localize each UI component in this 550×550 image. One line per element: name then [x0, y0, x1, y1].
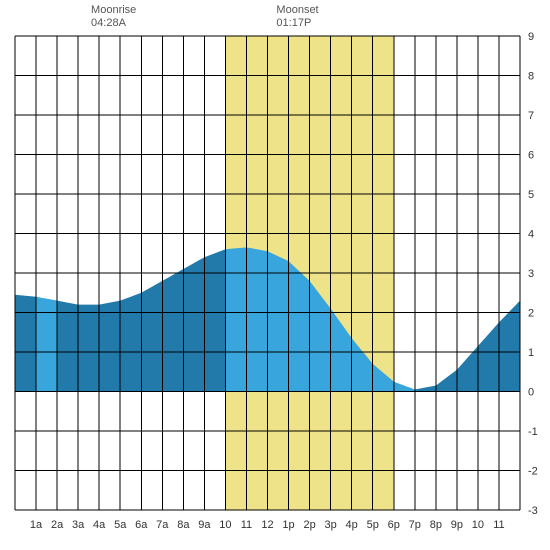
x-tick-label: 10 [219, 519, 231, 531]
x-tick-label: 4a [93, 519, 106, 531]
x-tick-label: 3a [72, 519, 85, 531]
x-tick-label: 4p [346, 519, 358, 531]
tide-chart: Moonrise 04:28A Moonset 01:17P -3-2-1012… [0, 0, 550, 550]
y-tick-label: 9 [528, 31, 534, 43]
x-tick-label: 9p [451, 519, 463, 531]
x-tick-label: 3p [325, 519, 337, 531]
moonset-caption: Moonset 01:17P [276, 4, 318, 30]
x-tick-label: 8p [430, 519, 442, 531]
y-tick-label: 8 [528, 71, 534, 83]
x-tick-label: 9a [198, 519, 211, 531]
y-tick-label: 4 [528, 229, 534, 241]
x-tick-label: 1p [282, 519, 294, 531]
x-tick-label: 5p [367, 519, 379, 531]
y-tick-label: -3 [528, 505, 538, 517]
x-tick-label: 2a [51, 519, 64, 531]
y-tick-label: 7 [528, 110, 534, 122]
x-tick-label: 5a [114, 519, 127, 531]
y-tick-label: 5 [528, 189, 534, 201]
x-tick-label: 11 [241, 519, 252, 531]
moonrise-caption: Moonrise 04:28A [91, 4, 136, 30]
x-tick-label: 7a [156, 519, 169, 531]
x-tick-label: 1a [30, 519, 43, 531]
y-tick-label: 0 [528, 387, 534, 399]
y-tick-label: 6 [528, 150, 534, 162]
x-tick-label: 10 [472, 519, 484, 531]
moonrise-time: 04:28A [91, 17, 136, 30]
chart-svg: -3-2-101234567891a2a3a4a5a6a7a8a9a101112… [0, 0, 550, 550]
y-tick-label: -1 [528, 426, 538, 438]
y-tick-label: 1 [528, 347, 534, 359]
moonset-label: Moonset [276, 4, 318, 17]
x-tick-label: 6a [135, 519, 148, 531]
x-tick-label: 7p [409, 519, 421, 531]
x-tick-label: 12 [261, 519, 273, 531]
y-tick-label: -2 [528, 466, 538, 478]
x-tick-label: 8a [177, 519, 190, 531]
y-tick-label: 3 [528, 268, 534, 280]
moonrise-label: Moonrise [91, 4, 136, 17]
x-tick-label: 11 [493, 519, 504, 531]
x-tick-label: 2p [303, 519, 315, 531]
x-tick-label: 6p [388, 519, 400, 531]
moonset-time: 01:17P [276, 17, 318, 30]
y-tick-label: 2 [528, 308, 534, 320]
